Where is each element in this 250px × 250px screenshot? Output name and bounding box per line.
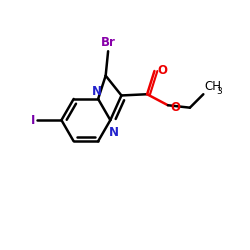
Text: O: O <box>158 64 168 77</box>
Text: N: N <box>109 126 119 139</box>
Text: 3: 3 <box>216 87 222 96</box>
Text: CH: CH <box>204 80 222 93</box>
Text: N: N <box>92 85 102 98</box>
Text: O: O <box>170 101 180 114</box>
Text: Br: Br <box>101 36 116 49</box>
Text: I: I <box>31 114 35 126</box>
